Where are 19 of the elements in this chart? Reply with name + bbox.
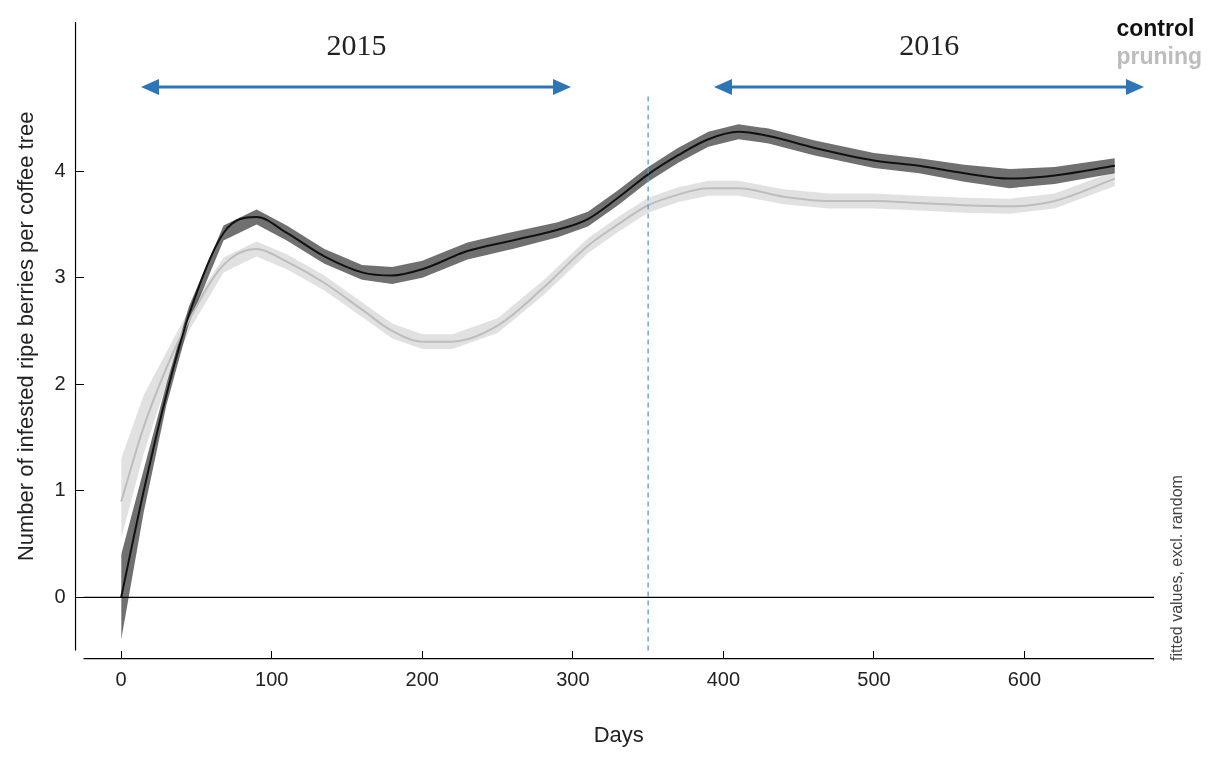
y-tick-label: 3 — [54, 265, 66, 288]
x-tick-label: 400 — [706, 668, 741, 691]
annotation: 2015 — [326, 28, 387, 62]
x-tick-label: 600 — [1007, 668, 1042, 691]
text: pruning — [1116, 42, 1202, 70]
x-tick-label: 200 — [405, 668, 439, 691]
x-tick-label: 0 — [115, 668, 127, 691]
y-tick-label: 1 — [54, 478, 66, 501]
y-tick-label: 0 — [54, 584, 66, 607]
y-tick-label: 2 — [54, 371, 66, 394]
x-tick-label: 100 — [255, 668, 289, 691]
x-axis-title: Days — [593, 721, 644, 747]
x-tick-label: 500 — [857, 668, 891, 691]
text: fitted values, excl. random — [1168, 474, 1186, 661]
y-tick-label: 4 — [54, 158, 66, 181]
x-tick-label: 300 — [556, 668, 590, 691]
text: control — [1116, 14, 1196, 42]
annotation: 2016 — [899, 28, 960, 62]
y-axis-title: Number of infested ripe berries per coffee tree — [13, 111, 39, 562]
